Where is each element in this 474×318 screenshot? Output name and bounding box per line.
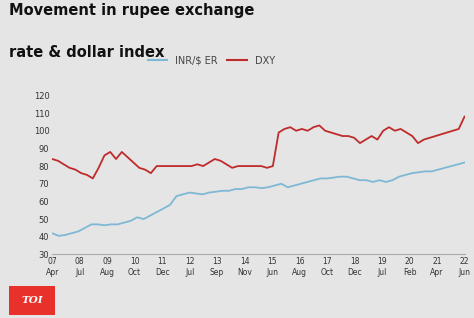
Text: TOI: TOI <box>21 296 43 305</box>
Text: rate & dollar index: rate & dollar index <box>9 45 165 59</box>
Text: Movement in rupee exchange: Movement in rupee exchange <box>9 3 255 18</box>
Legend: INR/$ ER, DXY: INR/$ ER, DXY <box>148 56 274 66</box>
